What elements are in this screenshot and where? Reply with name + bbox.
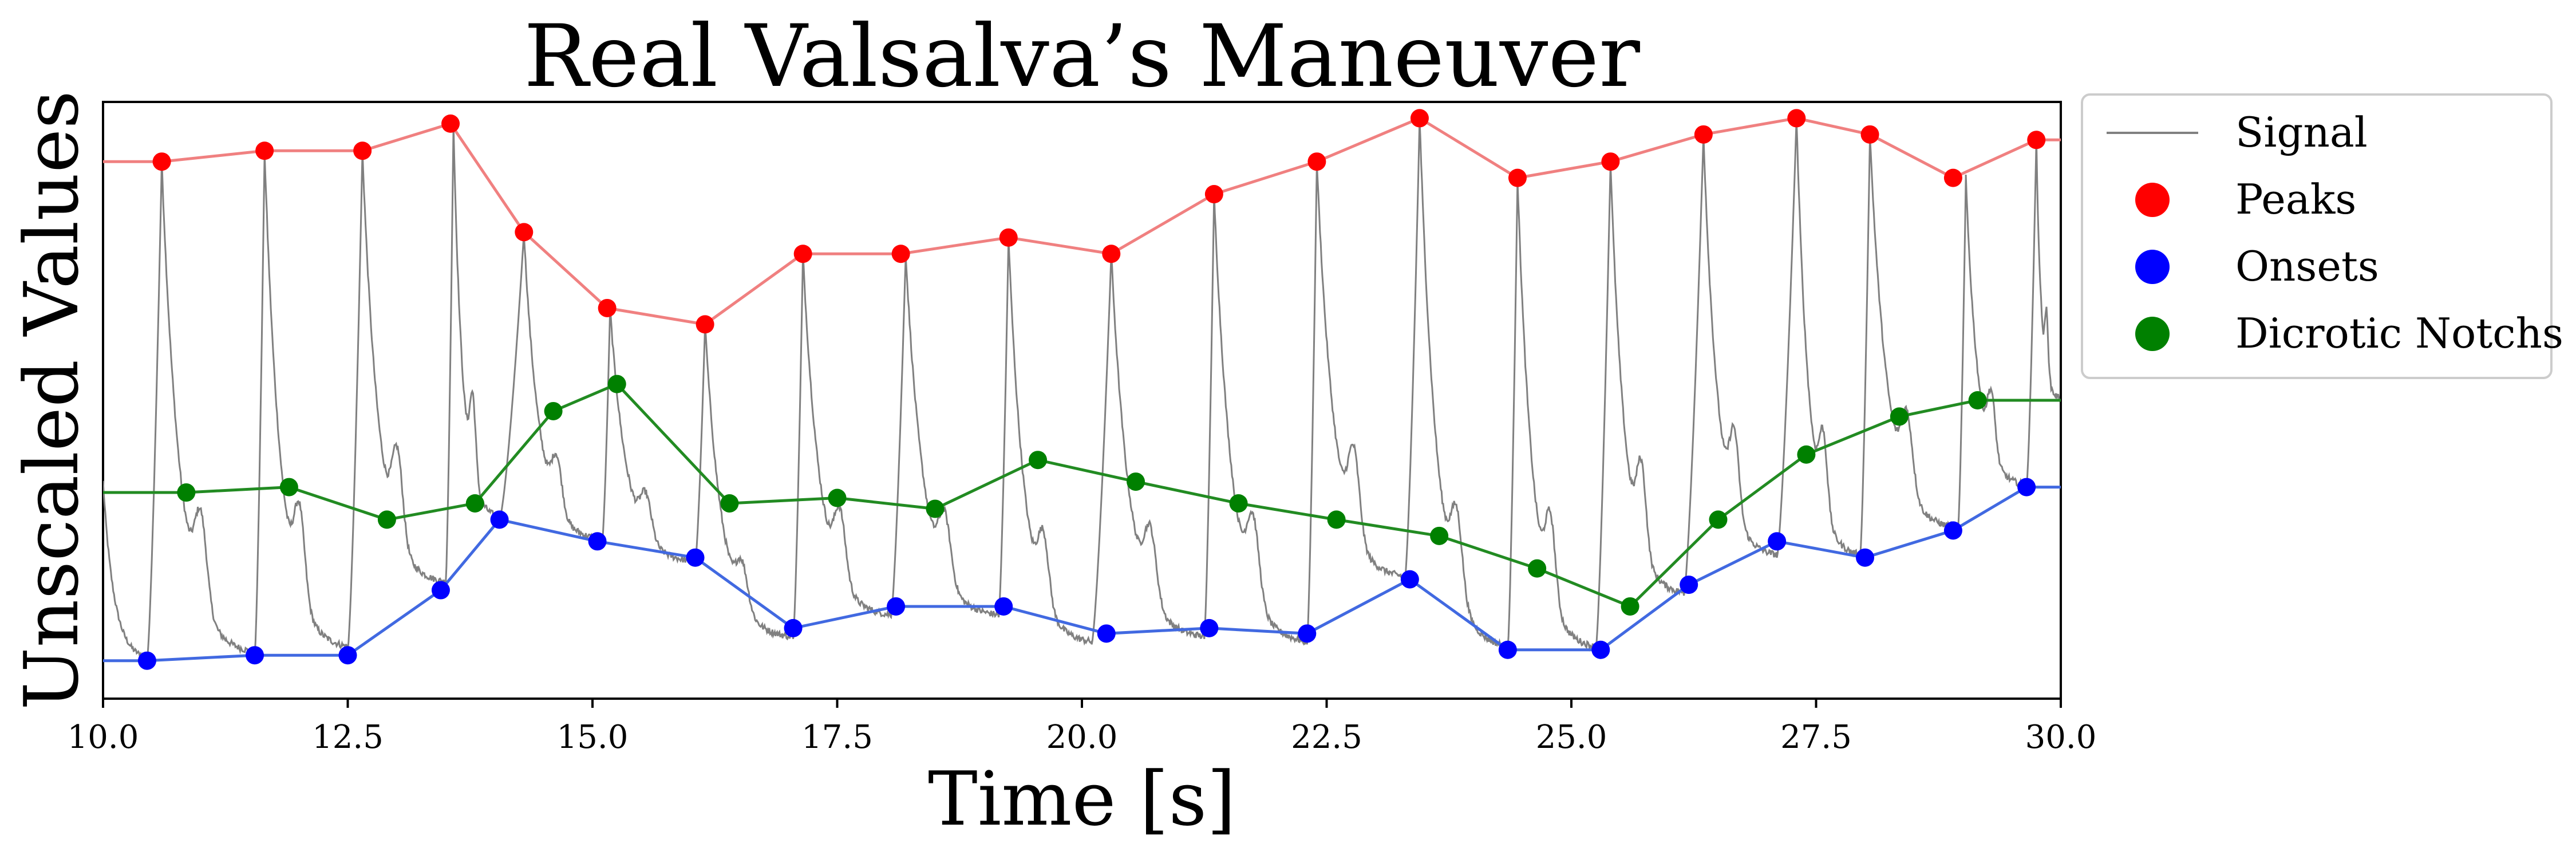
onsets-series <box>103 478 2061 670</box>
peaks-point <box>1204 185 1223 204</box>
onsets-point <box>588 532 607 551</box>
peaks-point <box>1694 125 1713 144</box>
peaks-line <box>103 116 2061 326</box>
legend-peaks-label: Peaks <box>2235 175 2356 223</box>
onsets-point <box>1680 576 1698 594</box>
onsets-point <box>1943 521 1962 540</box>
legend-peaks-marker <box>2135 183 2170 217</box>
notches-point <box>177 483 196 502</box>
onsets-point <box>1400 570 1419 589</box>
onsets-point <box>1856 548 1874 567</box>
onsets-point <box>1768 532 1787 551</box>
notches-point <box>1621 597 1639 616</box>
notches-point <box>828 488 847 507</box>
legend-frame <box>2081 93 2553 379</box>
y-axis-label: Unscaled Values <box>8 90 95 710</box>
onsets-point <box>2017 478 2036 497</box>
peaks-point <box>1943 168 1962 187</box>
onsets-point <box>431 581 450 600</box>
notches-line <box>103 382 2061 608</box>
notches-point <box>1528 559 1547 578</box>
x-tick-label: 12.5 <box>312 719 384 756</box>
legend-signal-label: Signal <box>2235 108 2368 156</box>
notches-point <box>1797 445 1816 464</box>
x-tick-label: 25.0 <box>1536 719 1607 756</box>
onsets-point <box>1200 618 1219 637</box>
x-tick-label: 30.0 <box>2025 719 2097 756</box>
peaks-point <box>152 152 171 171</box>
peaks-point <box>1410 109 1429 128</box>
x-tick-label: 20.0 <box>1046 719 1118 756</box>
x-tick-label: 27.5 <box>1780 719 1852 756</box>
notches-point <box>544 401 563 420</box>
series-layer <box>103 109 2061 670</box>
notches-point <box>607 375 626 393</box>
notches-point <box>377 510 396 529</box>
x-tick-label: 17.5 <box>801 719 873 756</box>
notches-point <box>1968 391 1987 409</box>
notches-point <box>720 494 739 513</box>
notches-point <box>1709 510 1728 529</box>
notches-point <box>465 494 484 513</box>
peaks-point <box>353 141 372 160</box>
notches-point <box>1430 526 1449 545</box>
onsets-point <box>1097 624 1116 643</box>
peaks-point <box>515 223 534 242</box>
onsets-point <box>686 548 705 567</box>
notches-point <box>279 478 298 497</box>
legend-notches-marker <box>2135 317 2170 351</box>
peaks-point <box>1860 125 1879 144</box>
notches-point <box>1327 510 1346 529</box>
onsets-line <box>103 486 2061 663</box>
peaks-point <box>441 114 460 133</box>
plot-frame <box>102 101 2062 700</box>
peaks-point <box>255 141 274 160</box>
signal-line <box>103 118 2061 661</box>
legend-notches-label: Dicrotic Notchs <box>2235 309 2563 357</box>
x-tick-label: 10.0 <box>68 719 139 756</box>
peaks-point <box>696 315 714 334</box>
onsets-point <box>887 597 906 616</box>
onsets-point <box>490 510 509 529</box>
notches-series <box>103 375 2061 616</box>
x-ticks: 10.0 12.5 15.0 17.5 20.0 22.5 25.0 27.5 30.0 <box>68 699 2097 756</box>
peaks-point <box>2027 131 2046 149</box>
peaks-point <box>1508 168 1527 187</box>
notches-point <box>926 499 945 518</box>
notches-point <box>1890 407 1909 426</box>
notches-point <box>1127 472 1145 491</box>
x-axis-label: Time [s] <box>928 755 1236 842</box>
onsets-point <box>246 646 264 665</box>
legend-onsets-marker <box>2135 250 2170 284</box>
onsets-point <box>1591 640 1610 659</box>
onsets-point <box>1498 640 1517 659</box>
plot-area: 10.0 12.5 15.0 17.5 20.0 22.5 25.0 27.5 30.0 <box>68 101 2097 756</box>
chart-title: Real Valsalva’s Maneuver <box>524 7 1640 107</box>
notches-point <box>1229 494 1248 513</box>
peaks-point <box>1787 109 1806 128</box>
onsets-point <box>784 618 803 637</box>
peaks-point <box>598 298 617 317</box>
peaks-point <box>1601 152 1620 171</box>
peaks-point <box>891 245 910 263</box>
onsets-point <box>137 651 156 670</box>
notches-point <box>1029 451 1048 470</box>
onsets-point <box>1298 624 1317 643</box>
peaks-series <box>103 109 2061 334</box>
legend-onsets-label: Onsets <box>2235 242 2379 290</box>
onsets-point <box>994 597 1013 616</box>
x-tick-label: 22.5 <box>1291 719 1362 756</box>
legend: Signal Peaks Onsets Dicrotic Notchs <box>2081 93 2563 379</box>
onsets-point <box>338 646 357 665</box>
peaks-point <box>1307 152 1326 171</box>
peaks-point <box>793 245 812 263</box>
peaks-point <box>999 228 1018 247</box>
peaks-point <box>1102 245 1121 263</box>
x-tick-label: 15.0 <box>557 719 629 756</box>
